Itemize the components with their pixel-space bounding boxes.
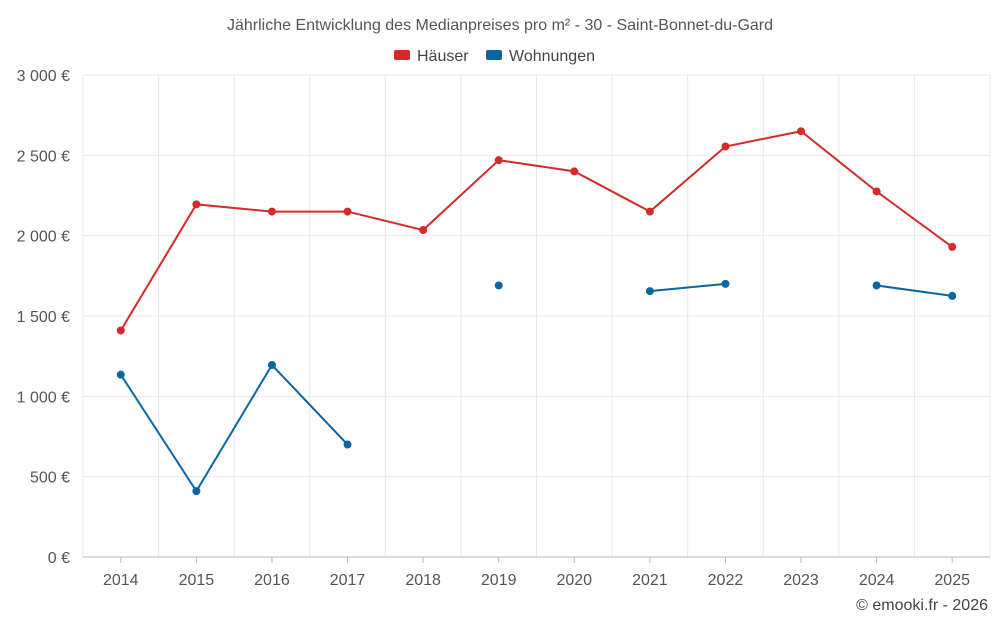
- data-point[interactable]: [116, 370, 125, 379]
- x-tick-label: 2018: [405, 572, 441, 589]
- x-tick-label: 2024: [859, 572, 895, 589]
- series-haeuser: [116, 127, 957, 335]
- data-point[interactable]: [570, 167, 579, 176]
- data-point[interactable]: [872, 281, 881, 290]
- x-tick-label: 2020: [556, 572, 592, 589]
- data-point[interactable]: [645, 287, 654, 296]
- y-tick-label: 2 000 €: [17, 229, 70, 246]
- data-point[interactable]: [721, 142, 730, 151]
- y-tick-label: 3 000 €: [17, 68, 70, 85]
- y-tick-label: 2 500 €: [17, 148, 70, 165]
- legend-item[interactable]: Wohnungen: [486, 48, 595, 65]
- data-point[interactable]: [192, 200, 201, 209]
- data-point[interactable]: [948, 242, 957, 251]
- series-layer: [116, 127, 957, 496]
- x-tick-label: 2014: [103, 572, 139, 589]
- legend-label: Häuser: [417, 48, 469, 65]
- series-line: [119, 130, 953, 331]
- y-tick-label: 0 €: [48, 550, 70, 567]
- legend[interactable]: Häuser Wohnungen: [394, 48, 595, 65]
- chart-title: Jährliche Entwicklung des Medianpreises …: [227, 17, 773, 34]
- y-tick-label: 1 500 €: [17, 309, 70, 326]
- data-point[interactable]: [721, 279, 730, 288]
- data-point[interactable]: [267, 207, 276, 216]
- x-tick-label: 2016: [254, 572, 290, 589]
- x-tick-label: 2025: [934, 572, 970, 589]
- data-point[interactable]: [948, 291, 957, 300]
- data-point[interactable]: [872, 187, 881, 196]
- y-axis: 0 € 500 € 1 000 € 1 500 € 2 000 € 2 500 € 3 00…: [17, 68, 70, 567]
- legend-item[interactable]: Häuser: [394, 48, 469, 65]
- data-point[interactable]: [797, 127, 806, 136]
- data-point[interactable]: [494, 156, 503, 165]
- data-point[interactable]: [267, 361, 276, 370]
- x-tick-label: 2019: [481, 572, 517, 589]
- data-point[interactable]: [192, 487, 201, 496]
- x-tick-label: 2021: [632, 572, 668, 589]
- x-tick-label: 2023: [783, 572, 819, 589]
- grid: [82, 74, 991, 558]
- series-wohnungen: [116, 279, 957, 496]
- data-point[interactable]: [494, 281, 503, 290]
- data-point[interactable]: [419, 226, 428, 235]
- credit: © emooki.fr - 2026: [856, 597, 988, 614]
- legend-swatch: [486, 50, 502, 60]
- y-tick-label: 1 000 €: [17, 389, 70, 406]
- x-axis: 2014 2015 2016 2017 2018 2019 2020 2021 2022 2023…: [83, 556, 990, 589]
- x-tick-label: 2015: [179, 572, 215, 589]
- data-point[interactable]: [343, 440, 352, 449]
- x-tick-label: 2022: [708, 572, 744, 589]
- legend-swatch: [394, 50, 410, 60]
- data-point[interactable]: [116, 326, 125, 335]
- x-tick-label: 2017: [330, 572, 366, 589]
- y-tick-label: 500 €: [30, 470, 70, 487]
- series-line: [119, 363, 349, 494]
- series-line: [649, 282, 726, 293]
- data-point[interactable]: [343, 207, 352, 216]
- legend-label: Wohnungen: [509, 48, 595, 65]
- data-point[interactable]: [645, 207, 654, 216]
- series-line: [876, 284, 953, 297]
